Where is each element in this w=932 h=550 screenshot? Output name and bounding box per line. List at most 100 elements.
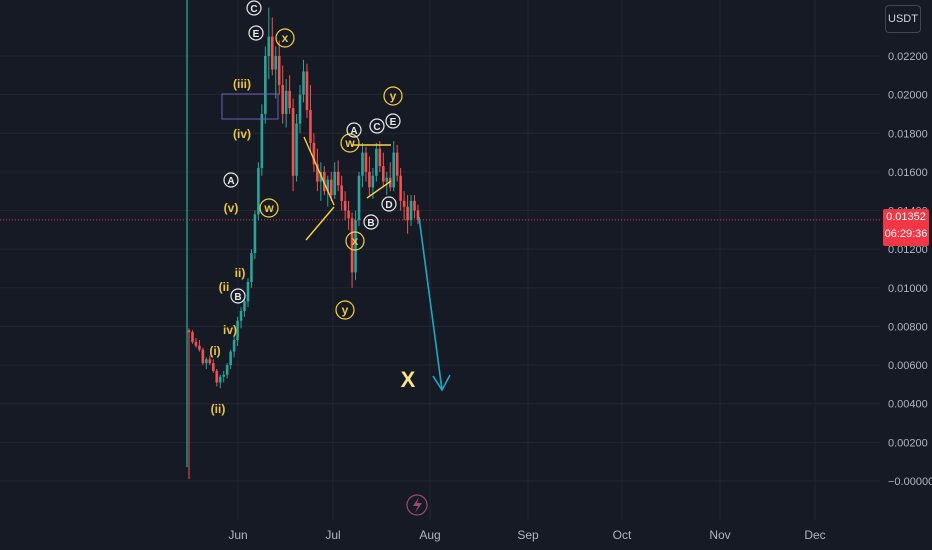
candle-body	[225, 365, 229, 375]
candle-body	[309, 110, 312, 143]
y-tick-label: 0.02000	[888, 90, 928, 102]
x-tick-label: Sep	[517, 528, 539, 542]
highlight-box	[221, 93, 279, 120]
candle-body	[350, 218, 354, 273]
candle-body	[340, 185, 343, 201]
wave-label-circle	[335, 300, 355, 320]
y-tick-label: 0.02200	[888, 51, 928, 63]
candle-body	[270, 36, 274, 70]
bar-countdown: 06:29:36	[884, 228, 928, 240]
candle-body	[277, 56, 281, 85]
last-price-value: 0.01352	[886, 211, 926, 223]
wave-label: w	[263, 201, 274, 215]
candle-body	[378, 148, 382, 167]
wave-label: y	[390, 89, 397, 103]
candle-body	[257, 168, 260, 215]
grid	[0, 0, 880, 520]
projection-arrow-shaft	[418, 216, 443, 391]
y-tick-label: 0.01200	[888, 244, 928, 256]
candle-body	[194, 341, 198, 346]
candle-body	[281, 84, 284, 114]
candle-body	[215, 370, 219, 383]
candle-body	[191, 332, 194, 342]
x-tick-label: Jul	[325, 528, 340, 542]
wave-label: A	[350, 126, 357, 137]
candle-body	[392, 152, 396, 188]
wave-label-circle	[383, 86, 403, 106]
y-tick-label: −0.00000	[888, 476, 932, 488]
y-tick-label: 0.00600	[888, 360, 928, 372]
wave-label-circle	[385, 113, 401, 129]
candle-body	[298, 94, 302, 124]
candle-body	[316, 164, 319, 182]
x-tick-label: Aug	[419, 528, 440, 542]
wave-label: B	[367, 218, 374, 229]
candle-body	[236, 320, 239, 340]
candle-body	[302, 71, 305, 95]
y-tick-label: 0.01600	[888, 167, 928, 179]
lightning-icon-glyph	[413, 497, 422, 513]
wave-label: E	[390, 117, 397, 128]
triangle-upper-line	[303, 136, 335, 206]
candle-body	[201, 349, 205, 364]
projection-arrow-head	[432, 374, 451, 392]
candle-body	[375, 148, 378, 176]
candle-body	[267, 36, 271, 56]
x-tick-label: Oct	[613, 528, 632, 542]
wave-label-circle	[381, 196, 397, 212]
candle-body	[399, 175, 402, 201]
wave-label: (v)	[224, 201, 239, 215]
candle-body	[357, 175, 361, 221]
candle-body	[288, 90, 291, 109]
unit-badge[interactable]: USDT	[885, 5, 921, 33]
lightning-icon	[406, 494, 428, 516]
candle-body	[229, 351, 232, 366]
candle-body	[295, 123, 298, 176]
candle-body	[305, 71, 309, 111]
y-tick-label: 0.01800	[888, 128, 928, 140]
wave-label: C	[250, 4, 257, 15]
unit-label: USDT	[888, 13, 918, 25]
candle-body	[402, 200, 406, 207]
candle-body	[364, 152, 368, 172]
candle-body	[205, 359, 208, 364]
candles	[187, 7, 420, 480]
wave-label: B	[234, 292, 241, 303]
wave-labels: (ii)(i)iv)(iiBii)(v)A(iv)(iii)ECwxyxwABC…	[209, 0, 416, 416]
drawings	[221, 93, 451, 516]
wave-label: (ii)	[211, 402, 226, 416]
candle-body	[333, 171, 337, 196]
wave-label: E	[253, 29, 260, 40]
wave-label-circle	[246, 0, 262, 16]
candle-body	[368, 171, 371, 188]
x-tick-label: Nov	[709, 528, 730, 542]
candle-body	[253, 214, 257, 254]
wave-label: ii)	[235, 266, 246, 280]
wave-label-circle	[275, 28, 295, 48]
candle-body	[382, 166, 385, 182]
candle-body	[274, 56, 278, 70]
wave-label-circle	[346, 122, 362, 138]
candle-body	[416, 210, 420, 220]
candle-body	[336, 171, 340, 186]
last-price-tag: 0.01352 06:29:36	[883, 209, 929, 246]
wave-label-circle	[345, 231, 365, 251]
candle-body	[246, 282, 250, 302]
candle-body	[361, 152, 364, 176]
candle-body	[198, 345, 201, 350]
candle-body	[222, 374, 225, 377]
wave-label: C	[373, 122, 380, 133]
candle-body	[260, 113, 264, 169]
candle-body	[326, 179, 330, 192]
candle-body	[385, 177, 389, 182]
candle-body	[395, 152, 399, 176]
candle-body	[208, 359, 212, 364]
wave-label-circle	[223, 172, 239, 188]
wave-label: (ii	[219, 280, 230, 294]
y-tick-label: 0.00200	[888, 437, 928, 449]
triangle-lower-line	[305, 206, 335, 241]
wave-label-circle	[369, 118, 385, 134]
rising-bottom-line	[366, 180, 392, 199]
